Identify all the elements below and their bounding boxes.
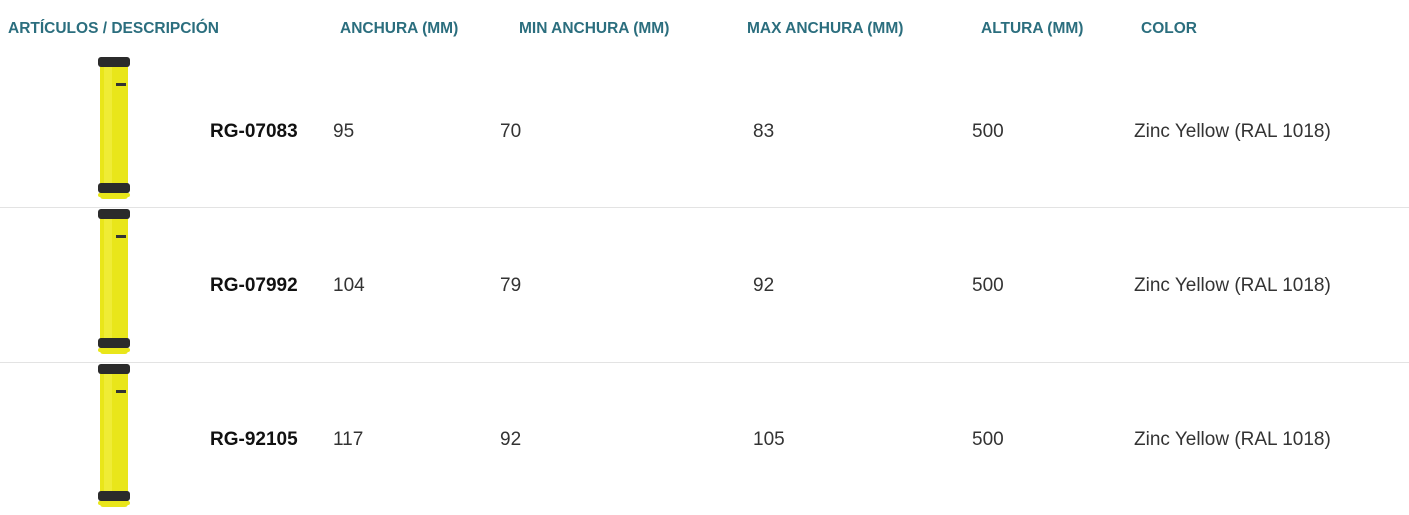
- table-cell: 95: [333, 121, 354, 143]
- product-table: ARTÍCULOS / DESCRIPCIÓN ANCHURA (MM) MIN A…: [0, 0, 1409, 515]
- column-header: ALTURA (MM): [981, 20, 1083, 38]
- product-image: [90, 207, 140, 362]
- table-cell: Zinc Yellow (RAL 1018): [1134, 275, 1331, 297]
- table-cell: 500: [972, 121, 1004, 143]
- table-cell: 117: [333, 429, 363, 451]
- table-cell: 104: [333, 275, 365, 297]
- table-cell: 92: [753, 275, 774, 297]
- column-header: ANCHURA (MM): [340, 20, 458, 38]
- product-image: [90, 362, 140, 515]
- table-cell: 79: [500, 275, 521, 297]
- table-row: RG-07083 95 70 83 500 Zinc Yellow (RAL 1018): [0, 55, 1409, 208]
- table-cell: 500: [972, 429, 1004, 451]
- column-header: COLOR: [1141, 20, 1197, 38]
- table-row: RG-92105 117 92 105 500 Zinc Yellow (RAL 1018…: [0, 362, 1409, 515]
- table-cell: Zinc Yellow (RAL 1018): [1134, 121, 1331, 143]
- table-cell: 92: [500, 429, 521, 451]
- column-header: ARTÍCULOS / DESCRIPCIÓN: [8, 20, 219, 38]
- table-row: RG-07992 104 79 92 500 Zinc Yellow (RAL 1018): [0, 207, 1409, 363]
- item-code: RG-07992: [210, 275, 298, 297]
- item-code: RG-07083: [210, 121, 298, 143]
- table-cell: 70: [500, 121, 521, 143]
- table-cell: 83: [753, 121, 774, 143]
- column-header: MAX ANCHURA (MM): [747, 20, 903, 38]
- table-cell: Zinc Yellow (RAL 1018): [1134, 429, 1331, 451]
- product-image: [90, 55, 140, 207]
- column-header: MIN ANCHURA (MM): [519, 20, 669, 38]
- table-cell: 105: [753, 429, 785, 451]
- item-code: RG-92105: [210, 429, 298, 451]
- table-cell: 500: [972, 275, 1004, 297]
